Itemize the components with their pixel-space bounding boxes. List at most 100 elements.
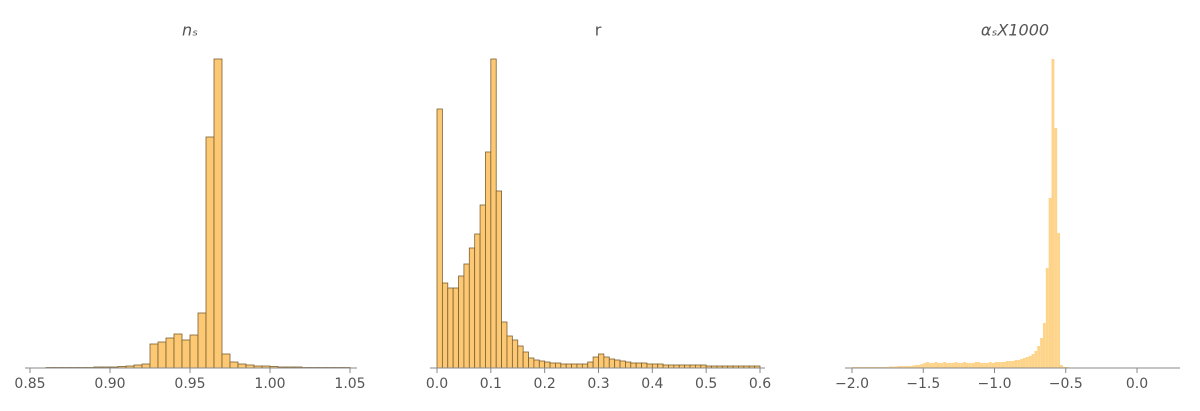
histogram-bar	[1028, 356, 1032, 368]
histogram-bar	[911, 365, 915, 368]
x-tick-label: 0.4	[641, 376, 663, 392]
histogram-bar	[646, 363, 653, 369]
histogram-bar	[1025, 357, 1029, 368]
histogram-bar	[920, 364, 924, 368]
histogram-bar	[994, 362, 998, 368]
histogram-bar	[533, 359, 540, 369]
histogram-bar	[479, 204, 486, 369]
histogram-bar	[490, 58, 497, 369]
histogram-bar	[940, 363, 944, 368]
histogram-bar	[173, 333, 183, 369]
x-tick-label: −0.5	[1049, 376, 1083, 392]
histogram-bar	[149, 343, 159, 369]
histogram-bar	[441, 282, 449, 369]
histogram-bar	[517, 345, 524, 369]
histogram-bar	[452, 287, 459, 369]
histogram-bar	[1023, 358, 1026, 368]
histogram-bar	[889, 366, 892, 368]
histogram-bar	[923, 363, 927, 368]
histogram-bar	[1060, 365, 1063, 368]
histogram-bar	[1000, 362, 1004, 368]
histogram-bar	[237, 363, 247, 369]
histogram-bar	[614, 359, 621, 369]
histogram-bar	[1003, 362, 1006, 368]
histogram-bar	[1005, 361, 1009, 368]
histogram-bar	[474, 233, 481, 369]
histogram-bar	[948, 363, 952, 368]
x-tick-label: 0.5	[695, 376, 717, 392]
histogram-bar	[983, 363, 986, 368]
histogram-bar	[988, 362, 992, 368]
histogram-bar	[506, 335, 513, 369]
histogram-bar	[213, 58, 223, 369]
histogram-bar	[946, 363, 949, 368]
histogram-bar	[977, 362, 981, 368]
histogram-bar	[1042, 323, 1046, 368]
histogram-bar	[1034, 351, 1038, 368]
x-tick-label: 0.90	[94, 376, 125, 392]
histogram-bar	[608, 358, 616, 369]
histogram-bar	[974, 362, 978, 368]
histogram-bar	[1020, 359, 1023, 368]
histogram-bar	[522, 351, 529, 369]
x-tick-label: 0.1	[480, 376, 502, 392]
histogram-bar	[447, 287, 454, 369]
histogram-bar	[436, 108, 443, 369]
histogram-bar	[906, 366, 909, 368]
histogram-bar	[485, 151, 492, 369]
histogram-bar	[641, 362, 648, 369]
histogram-bar	[951, 363, 955, 368]
histogram-bar	[1008, 361, 1012, 368]
histogram-bar	[957, 363, 961, 368]
histogram-bar	[960, 363, 964, 368]
x-tick-label: 0.95	[174, 376, 205, 392]
histogram-bar	[1031, 354, 1035, 368]
histogram-bar	[630, 362, 637, 369]
histogram-bar	[635, 362, 642, 369]
histogram-bar	[157, 341, 167, 369]
histogram-bar	[1040, 338, 1043, 368]
histogram-bar	[592, 356, 599, 369]
histogram-bar	[549, 362, 556, 369]
x-tick-label: 0.0	[426, 376, 448, 392]
histogram-bar	[495, 190, 503, 369]
x-tick-label: 0.6	[749, 376, 771, 392]
histogram-bar	[1045, 268, 1049, 368]
histogram-bar	[181, 339, 191, 369]
histogram-bar	[931, 363, 935, 368]
histogram-bar	[937, 363, 941, 368]
histogram-bar	[468, 247, 476, 369]
histogram-bar	[997, 362, 1001, 368]
histogram-bar	[598, 353, 605, 369]
histogram-bar	[985, 363, 989, 368]
histogram-bar	[229, 361, 239, 369]
histogram-bar	[555, 362, 562, 369]
histogram-bar	[221, 353, 231, 369]
histogram-bar	[1051, 59, 1055, 368]
histogram-bar	[1017, 360, 1021, 368]
histogram-bar	[1037, 346, 1041, 368]
histogram-bar	[1057, 233, 1061, 368]
histogram-bar	[1011, 361, 1015, 368]
histogram-bar	[619, 360, 626, 369]
histogram-bar	[897, 366, 901, 368]
histogram-bar	[560, 363, 567, 369]
histogram-bar	[914, 365, 918, 368]
histogram-bar	[501, 321, 508, 369]
histogram-bar	[894, 366, 898, 368]
histogram-bar	[966, 363, 969, 368]
histogram-bar	[587, 361, 594, 369]
histogram-bar	[511, 339, 519, 369]
histogram-bar	[576, 363, 583, 369]
histogram-bar	[917, 365, 921, 368]
x-tick-label: −1.5	[906, 376, 940, 392]
histogram-bar	[980, 363, 984, 368]
histogram-bar	[205, 136, 215, 369]
x-tick-label: 0.85	[14, 376, 45, 392]
histogram-bar	[625, 361, 632, 369]
histogram-bar	[900, 366, 904, 368]
histogram-bar	[538, 360, 546, 369]
histogram-bar	[1048, 198, 1052, 368]
histogram-bar	[565, 363, 572, 369]
histogram-bar	[954, 362, 958, 368]
